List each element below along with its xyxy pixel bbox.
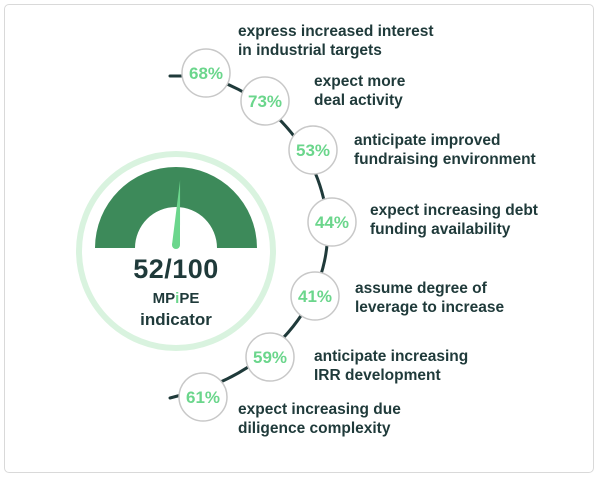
stat-label-line1: expect increasing due [238,401,401,418]
brand-suffix: PE [179,290,200,307]
stat-label-line1: anticipate improved [354,132,501,149]
stat-label-line2: fundraising environment [354,151,536,168]
stat-bubble: 61% [178,372,228,422]
stat-bubble-circle [290,271,340,321]
stat-label-line2: in industrial targets [238,42,382,59]
stat-label-line1: anticipate increasing [314,348,469,365]
stat-value: 44% [315,213,349,232]
stat-label-7: expect increasing due diligence complexi… [238,400,401,438]
stat-bubble-circle [181,48,231,98]
stat-label-2: expect more deal activity [314,72,405,110]
stat-value: 59% [253,348,287,367]
stat-label-6: anticipate increasing IRR development [314,347,468,385]
stat-label-line2: IRR development [314,367,441,384]
stat-label-line1: assume degree of [355,280,487,297]
stat-bubble: 41% [290,271,340,321]
stat-label-line1: expect more [314,73,406,90]
stat-label-3: anticipate improved fundraising environm… [354,131,536,169]
stat-label-4: expect increasing debt funding availabil… [370,201,538,239]
stat-bubble-circle [307,197,357,247]
stat-value: 53% [296,141,330,160]
stat-bubble-circle [245,332,295,382]
brand-mark: i [175,290,180,307]
stat-label-1: express increased interest in industrial… [238,22,434,60]
stat-bubble-circle [178,372,228,422]
brand-prefix: MP [152,290,176,307]
stat-bubble: 53% [288,125,338,175]
stat-bubble: 59% [245,332,295,382]
stat-label-line2: leverage to increase [355,299,505,316]
stat-label-line2: funding availability [370,221,511,238]
stat-value: 41% [298,287,332,306]
gauge-needle-hub [172,241,180,249]
gauge-indicator-label: indicator [140,310,212,329]
stat-bubble: 73% [240,76,290,126]
gauge-score: 52/100 [133,254,219,284]
stat-label-5: assume degree of leverage to increase [355,279,504,317]
stat-bubble-circle [288,125,338,175]
gauge-arc [95,167,257,248]
stat-bubble-circle [240,76,290,126]
stat-value: 68% [189,64,223,83]
stat-value: 73% [248,92,282,111]
stat-label-line2: deal activity [314,92,403,109]
stat-bubble: 68% [181,48,231,98]
gauge [76,151,276,351]
stat-label-line1: expect increasing debt [370,202,538,219]
stat-value: 61% [186,388,220,407]
stat-label-line1: express increased interest [238,23,434,40]
stat-label-line2: diligence complexity [238,420,391,437]
stat-bubble: 44% [307,197,357,247]
gauge-brand: MPiPE [91,290,261,307]
gauge-needle [172,180,181,246]
